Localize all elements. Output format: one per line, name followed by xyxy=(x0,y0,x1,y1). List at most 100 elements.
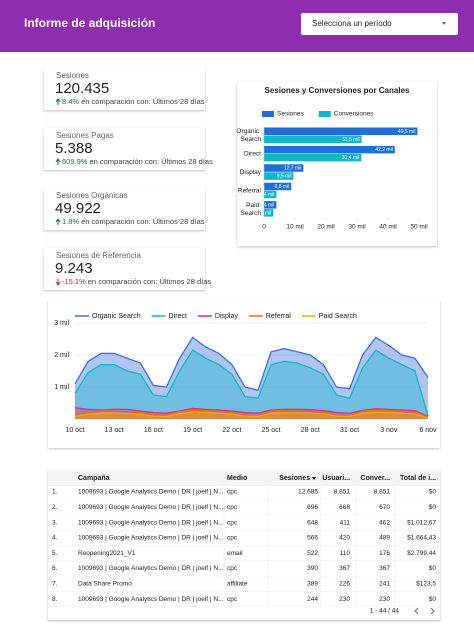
category-label-line: Search xyxy=(240,136,261,143)
bar-value-label: 31,4 mil xyxy=(342,155,360,161)
bar xyxy=(264,182,292,191)
table-header-bg xyxy=(48,470,440,486)
x-tick-label: 20 mil xyxy=(317,224,335,231)
column-header[interactable]: Campaña xyxy=(78,475,110,482)
bar xyxy=(264,190,277,199)
delta-line: 8.4% en comparación con: Últimos 28 días xyxy=(62,97,205,106)
x-tick-label: 19 oct xyxy=(183,427,202,434)
table-cell: 420 xyxy=(339,535,350,542)
table-cell: $0 xyxy=(429,489,437,496)
category-label-line: Referral xyxy=(238,187,262,194)
table-cell: cpc xyxy=(227,489,238,496)
table-cell: 2. xyxy=(52,504,58,511)
table-cell: 4. xyxy=(52,535,58,542)
bar-value-label: 3 mil xyxy=(261,210,272,216)
table-cell: Reopening2021_V1 xyxy=(78,550,136,557)
table-cell: affiliate xyxy=(227,581,248,588)
category-label-line: Search xyxy=(240,210,261,217)
column-header[interactable]: Conver... xyxy=(360,475,390,482)
delta-comparison: en comparación con: Últimos 28 días xyxy=(81,217,205,226)
delta-line: -15.1% en comparación con: Últimos 28 día… xyxy=(62,277,211,286)
column-header[interactable]: Usuari... xyxy=(322,475,350,482)
y-tick-label: 3 mil xyxy=(54,320,69,327)
chart-title: Sesiones y Conversiones por Canales xyxy=(265,86,410,95)
x-tick-label: 3 nov xyxy=(380,427,398,434)
table-cell: 1009693 | Google Analytics Demo | DR | j… xyxy=(78,489,224,496)
table-cell: 566 xyxy=(307,535,318,542)
category-label-line: Direct xyxy=(244,150,261,157)
category-label: Referral xyxy=(238,187,262,194)
category-label-line: Organic xyxy=(236,128,261,135)
category-label: Direct xyxy=(244,150,261,157)
delta-line: 609.9% en comparación con: Últimos 28 día… xyxy=(62,157,213,166)
column-header[interactable]: Medio xyxy=(227,475,247,482)
table-cell: 367 xyxy=(379,565,390,572)
x-tick-label: 22 oct xyxy=(222,427,241,434)
category-label: Display xyxy=(240,169,262,176)
bar xyxy=(264,172,294,180)
sort-arrow[interactable] xyxy=(312,477,316,480)
legend-label: Display xyxy=(215,313,238,320)
scorecard-label: Sesiones Pagas xyxy=(56,131,114,140)
scorecard-value: 120.435 xyxy=(55,80,109,97)
x-tick-label: 10 oct xyxy=(65,427,84,434)
series-line xyxy=(74,336,429,391)
table-cell: 696 xyxy=(307,504,318,511)
bar xyxy=(264,127,418,135)
delta-arrow xyxy=(55,158,61,165)
delta-arrow xyxy=(55,218,61,225)
table-cell: 241 xyxy=(379,581,390,588)
table-cell: cpc xyxy=(227,535,238,542)
x-tick-label: 25 oct xyxy=(262,427,281,434)
delta-value: 609.9% xyxy=(62,157,88,166)
x-tick-label: 28 oct xyxy=(301,427,320,434)
bar-value-label: 12,7 mil xyxy=(284,166,302,172)
delta-comparison: en comparación con: Últimos 28 días xyxy=(89,157,213,166)
table-cell: 7. xyxy=(52,581,58,588)
table-cell: 668 xyxy=(339,504,350,511)
area-fill xyxy=(75,350,428,419)
table-cell: $0 xyxy=(429,596,437,603)
series-line xyxy=(74,407,429,417)
scorecard-value: 9.243 xyxy=(55,260,93,277)
legend-swatch xyxy=(262,111,274,117)
bar-value-label: 49,5 mil xyxy=(398,129,416,135)
table-cell: cpc xyxy=(227,565,238,572)
period-dropdown[interactable] xyxy=(301,13,458,35)
table-cell: 1. xyxy=(52,489,58,496)
legend-label: Conversiones xyxy=(334,111,374,118)
x-tick-label: 6 nov xyxy=(419,427,437,434)
column-header[interactable]: Sesiones xyxy=(279,475,310,482)
delta-comparison: en comparación con: Últimos 28 días xyxy=(88,277,212,286)
table-cell: 1009693 | Google Analytics Demo | DR | j… xyxy=(78,519,224,526)
bar xyxy=(264,145,395,154)
dropdown-arrow[interactable] xyxy=(442,22,446,25)
bar xyxy=(264,201,277,209)
legend-label: Sesiones xyxy=(277,111,304,118)
x-tick-label: 50 mil xyxy=(410,224,428,231)
bar-value-label: 8,8 mil xyxy=(275,184,290,190)
scorecard-label: Sesiones xyxy=(56,71,89,80)
bar-value-label: 42,2 mil xyxy=(375,147,393,153)
prev-page[interactable] xyxy=(414,607,419,615)
table-cell: 1009693 | Google Analytics Demo | DR | j… xyxy=(78,535,224,542)
area-fill xyxy=(75,412,428,419)
table-cell: 411 xyxy=(340,519,351,526)
delta-value: 8.4% xyxy=(62,97,79,106)
x-tick-label: 13 oct xyxy=(105,427,124,434)
table-cell: cpc xyxy=(227,504,238,511)
table-card xyxy=(48,470,440,620)
table-cell: 389 xyxy=(307,581,318,588)
period-dropdown-label[interactable]: Selecciona un período xyxy=(312,19,392,28)
next-page[interactable] xyxy=(430,607,435,615)
category-label: Paid Search xyxy=(240,202,261,217)
delta-value: -15.1% xyxy=(62,277,86,286)
table-cell: 8. xyxy=(52,596,58,603)
bar xyxy=(264,209,274,217)
scorecard-label: Sesiones Orgánicas xyxy=(56,191,128,200)
delta-arrow xyxy=(55,279,61,286)
category-label-line: Paid xyxy=(246,202,261,209)
table-cell: cpc xyxy=(227,596,238,603)
column-header[interactable]: Total de i... xyxy=(400,475,436,482)
